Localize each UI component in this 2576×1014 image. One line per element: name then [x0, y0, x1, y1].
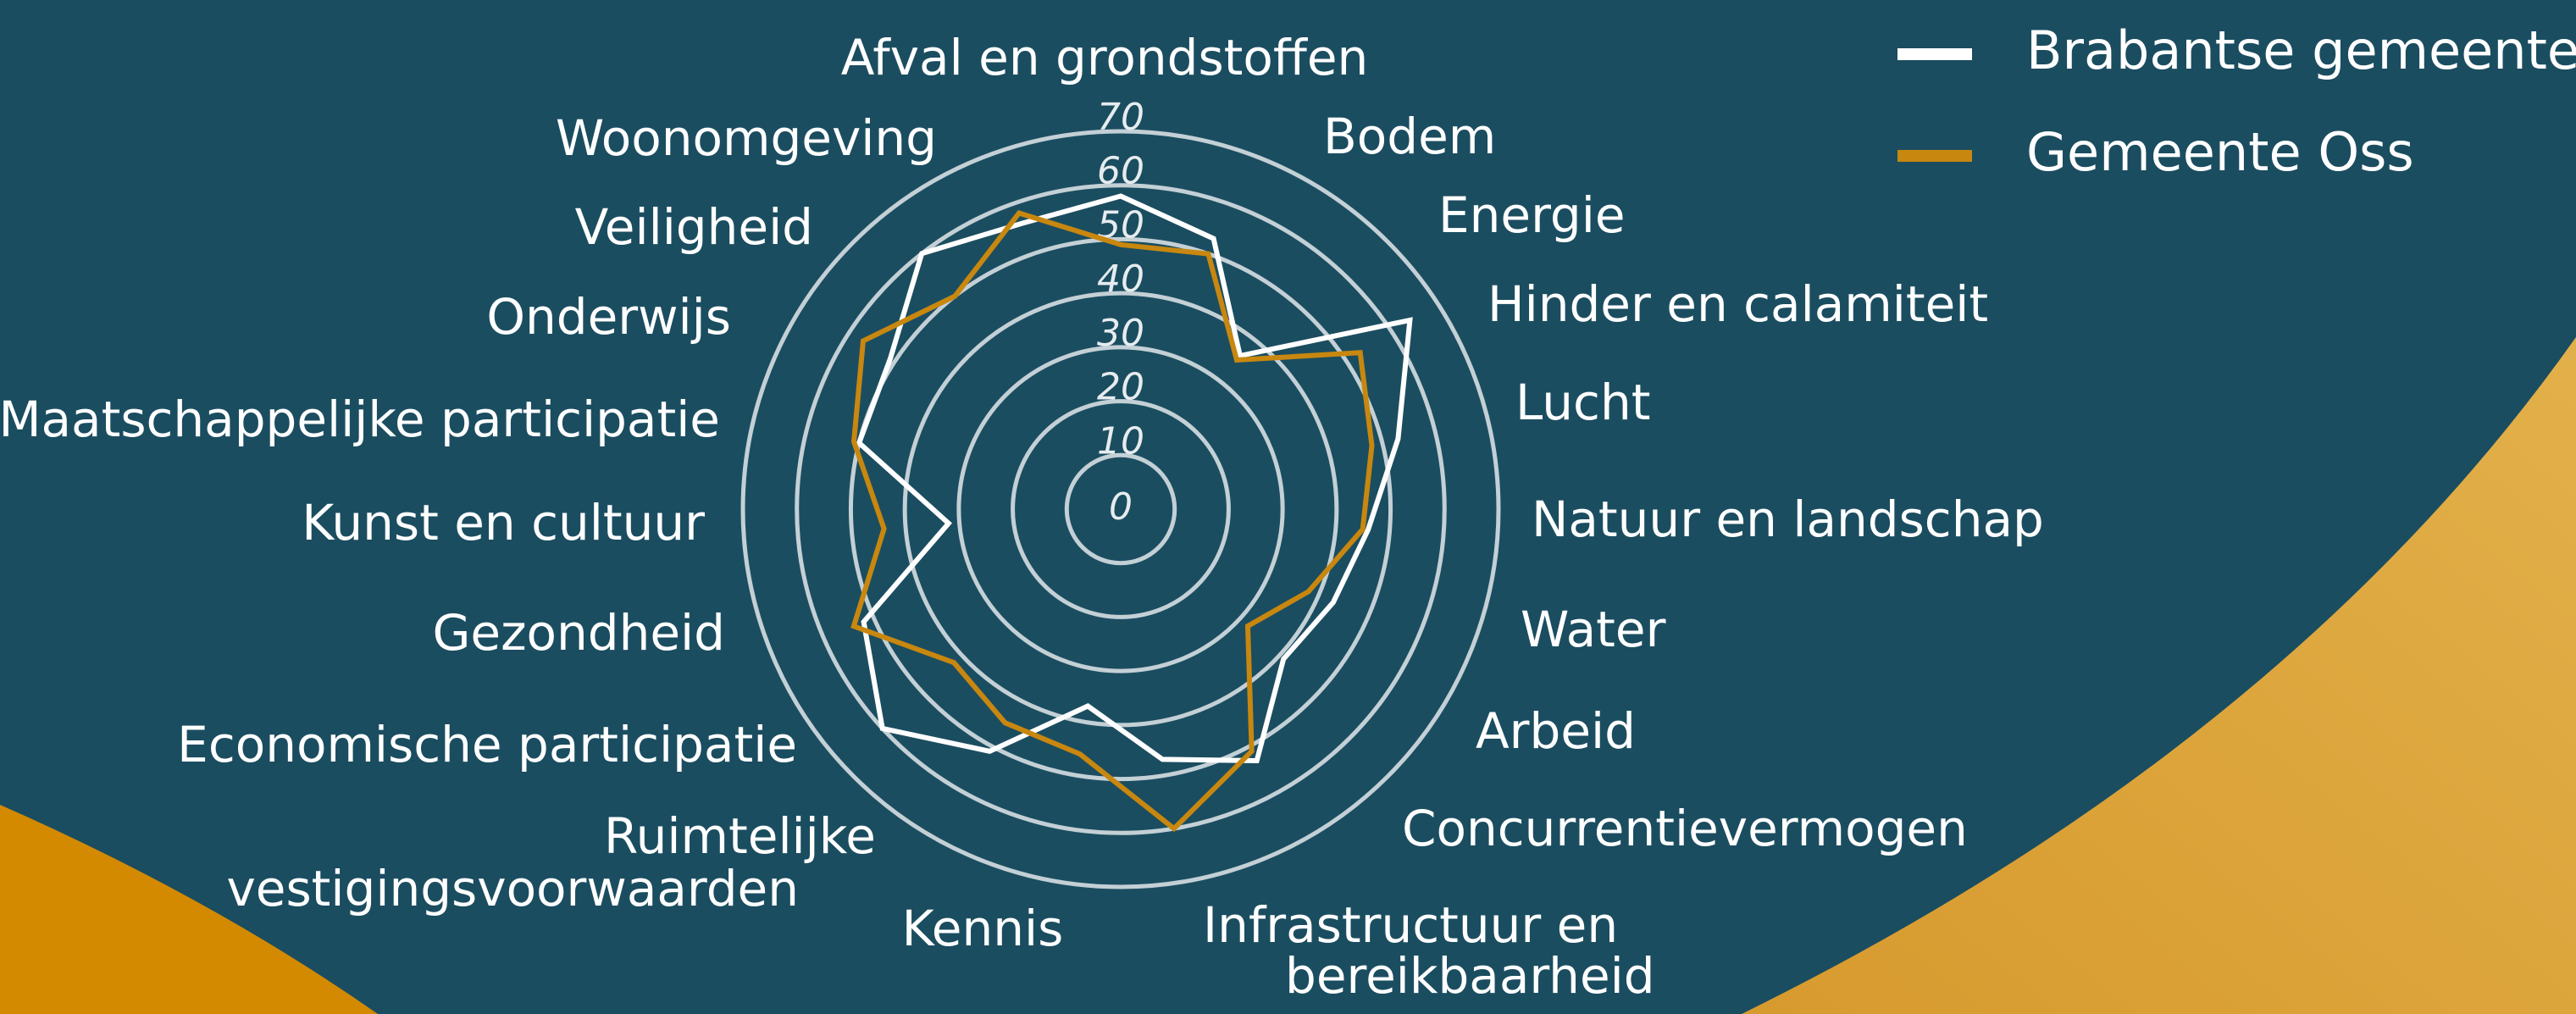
page: {"chart_data": {"type": "radar", "catego…: [0, 0, 2576, 1014]
category-label: Onderwijs: [486, 288, 731, 346]
category-label: Veiligheid: [575, 198, 813, 256]
category-label: Woonomgeving: [556, 109, 937, 167]
category-label: Concurrentievermogen: [1402, 800, 1968, 857]
tick-label: 70: [1097, 96, 1144, 139]
tick-label: 60: [1097, 150, 1144, 193]
legend-label: Brabantse gemeenten: [2026, 19, 2576, 81]
category-label: Natuur en landschap: [1532, 490, 2044, 548]
category-label: Kennis: [902, 900, 1064, 957]
category-label: Water: [1521, 601, 1666, 658]
category-label: Arbeid: [1476, 702, 1636, 760]
chart: 010203040506070 Afval en grondstoffenBod…: [0, 0, 2576, 1014]
tick-label: 30: [1097, 312, 1144, 355]
category-label: Afval en grondstoffen: [841, 29, 1369, 86]
category-label: Bodem: [1323, 108, 1496, 165]
tick-label: 0: [1109, 485, 1133, 529]
category-label: Economische participatie: [177, 716, 797, 773]
category-label: Energie: [1438, 186, 1626, 244]
category-label: Lucht: [1515, 374, 1650, 431]
category-label: Hinder en calamiteit: [1487, 275, 1988, 333]
tick-label: 20: [1097, 366, 1144, 409]
category-label: Kunst en cultuur: [302, 494, 705, 551]
tick-label: 10: [1097, 419, 1144, 463]
tick-label: 40: [1097, 258, 1144, 301]
category-label: Maatschappelijke participatie: [0, 391, 720, 448]
legend-label: Gemeente Oss: [2026, 121, 2414, 183]
category-label: Gezondheid: [432, 604, 725, 662]
